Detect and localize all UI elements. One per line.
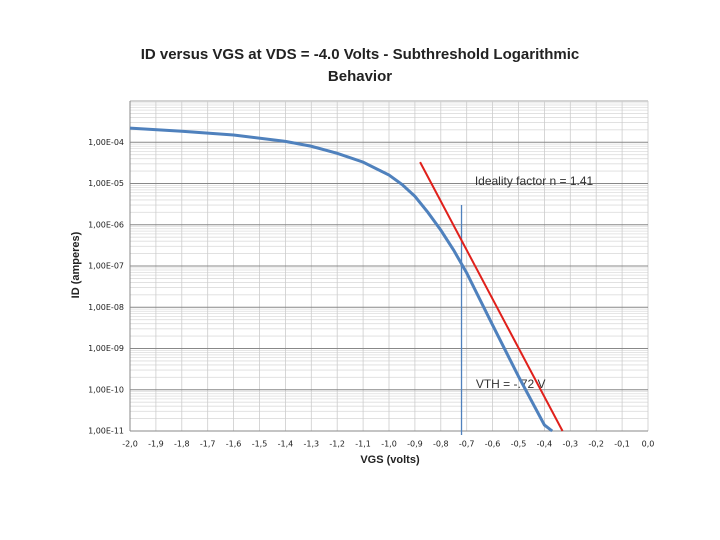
y-tick-label: 1,00E-04 — [88, 138, 124, 147]
annotation: Ideality factor n = 1.41 — [475, 174, 594, 188]
y-tick-label: 1,00E-11 — [88, 427, 124, 436]
x-tick-label: -1,5 — [252, 440, 268, 449]
x-tick-label: -1,0 — [381, 440, 397, 449]
x-tick-label: -1,7 — [200, 440, 216, 449]
x-tick-label: -0,7 — [459, 440, 475, 449]
x-tick-label: -0,5 — [511, 440, 527, 449]
y-tick-label: 1,00E-05 — [88, 179, 124, 188]
x-tick-label: -0,3 — [562, 440, 578, 449]
x-axis-label: VGS (volts) — [360, 454, 420, 466]
x-tick-label: -0,9 — [407, 440, 423, 449]
x-tick-label: -1,2 — [329, 440, 345, 449]
y-axis-label: ID (amperes) — [70, 231, 82, 298]
x-tick-label: -1,8 — [174, 440, 190, 449]
x-tick-label: -0,2 — [588, 440, 604, 449]
x-tick-label: 0,0 — [642, 440, 655, 449]
y-tick-label: 1,00E-06 — [88, 220, 124, 229]
x-tick-label: -0,8 — [433, 440, 449, 449]
x-tick-label: -0,6 — [485, 440, 501, 449]
series-line — [419, 161, 564, 432]
x-tick-label: -1,4 — [278, 440, 294, 449]
y-tick-label: 1,00E-10 — [88, 385, 124, 394]
y-tick-label: 1,00E-09 — [88, 344, 124, 353]
x-tick-label: -2,0 — [122, 440, 138, 449]
y-tick-label: 1,00E-08 — [88, 303, 124, 312]
x-tick-label: -0,4 — [537, 440, 553, 449]
x-tick-label: -1,3 — [303, 440, 319, 449]
series-line — [129, 126, 554, 433]
x-tick-label: -1,6 — [226, 440, 242, 449]
x-tick-label: -0,1 — [614, 440, 630, 449]
x-tick-label: -1,1 — [355, 440, 371, 449]
x-tick-label: -1,9 — [148, 440, 164, 449]
vth-label: VTH = -.72 V — [476, 377, 546, 391]
chart-title: ID versus VGS at VDS = -4.0 Volts - Subt… — [140, 46, 580, 85]
y-tick-label: 1,00E-07 — [88, 262, 124, 271]
